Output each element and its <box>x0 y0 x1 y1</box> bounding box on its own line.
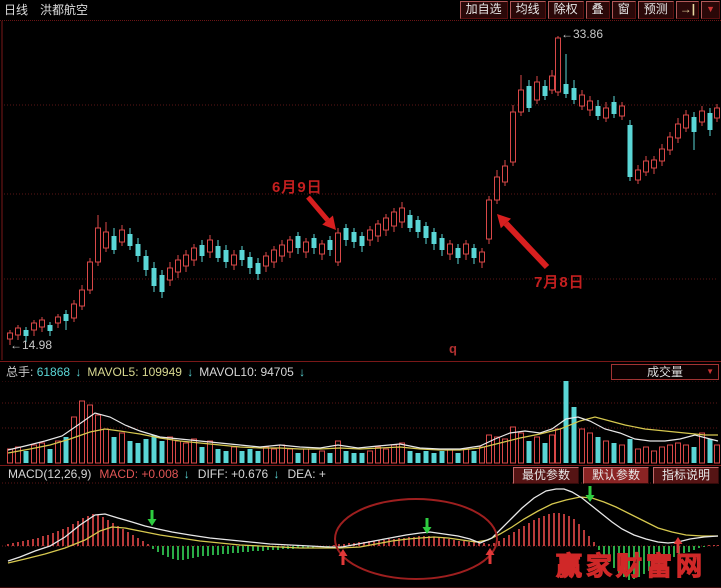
next-arrow-icon[interactable]: →| <box>675 1 700 19</box>
ma-button[interactable]: 均线 <box>509 1 546 19</box>
period-label: 日线 <box>4 3 29 17</box>
mavol5-field: MAVOL5: 109949 ↓ <box>87 365 193 379</box>
exright-button[interactable]: 除权 <box>547 1 584 19</box>
down-arrow-icon: ↓ <box>273 467 280 481</box>
macd-title: MACD(12,26,9) <box>8 467 92 481</box>
default-params-button[interactable]: 默认参数 <box>583 467 649 484</box>
diff-label: DIFF: <box>197 467 228 481</box>
diff-field: DIFF: +0.676 ↓ <box>198 467 280 481</box>
toolbar: 加自选 均线 除权 叠 窗 预测 →| ▼ <box>459 1 720 19</box>
add-watchlist-button[interactable]: 加自选 <box>459 1 508 19</box>
annotation-july8: 7月8日 <box>534 274 585 291</box>
total-volume-field: 总手: 61868 ↓ <box>6 363 81 380</box>
total-volume-label: 总手: <box>6 365 34 379</box>
overlay-button[interactable]: 叠 <box>585 1 610 19</box>
mavol5-value: 109949 <box>141 364 182 379</box>
window-button[interactable]: 窗 <box>611 1 636 19</box>
dea-field: DEA: + <box>288 467 326 481</box>
annotation-june9: 6月9日 <box>272 179 323 196</box>
down-arrow-icon: ↓ <box>183 467 190 481</box>
macd-field: MACD: +0.008 ↓ <box>99 467 189 481</box>
macd-label: MACD: <box>99 467 139 481</box>
high-price-label: ←33.86 <box>561 27 604 41</box>
stock-name: 洪都航空 <box>40 3 89 17</box>
optimal-params-button[interactable]: 最优参数 <box>513 467 579 484</box>
macd-pane-header: MACD(12,26,9) MACD: +0.008 ↓ DIFF: +0.67… <box>0 465 721 484</box>
down-arrow-icon: ↓ <box>75 365 82 379</box>
diff-value: +0.676 <box>231 467 269 481</box>
forecast-button[interactable]: 预测 <box>637 1 674 19</box>
down-arrow-icon: ↓ <box>299 364 306 379</box>
dea-label: DEA: <box>287 467 316 481</box>
mavol10-value: 94705 <box>260 364 294 379</box>
macd-value: +0.008 <box>141 467 179 481</box>
dea-value: + <box>318 467 326 481</box>
indicator-dropdown[interactable]: 成交量 ▼ <box>611 364 719 380</box>
dropdown-caret-icon[interactable]: ▼ <box>701 1 720 19</box>
down-arrow-icon: ↓ <box>187 364 194 379</box>
watermark-text: 赢家财富网 <box>556 551 707 582</box>
macd-buttons: 最优参数 默认参数 指标说明 <box>513 467 719 484</box>
mavol5-label: MAVOL5: <box>87 364 139 379</box>
indicator-help-button[interactable]: 指标说明 <box>653 467 719 484</box>
total-volume-value: 61868 <box>36 365 71 379</box>
title-bar: 日线 洪都航空 加自选 均线 除权 叠 窗 预测 →| ▼ <box>0 0 721 21</box>
dropdown-caret-icon: ▼ <box>706 367 714 376</box>
low-price-label: ←14.98 <box>10 338 53 352</box>
mavol10-field: MAVOL10: 94705 ↓ <box>199 365 305 379</box>
indicator-dropdown-label: 成交量 <box>646 365 683 379</box>
mavol10-label: MAVOL10: <box>199 364 258 379</box>
volume-pane-header: 总手: 61868 ↓ MAVOL5: 109949 ↓ MAVOL10: 94… <box>0 361 721 381</box>
q-marker: q <box>449 341 457 356</box>
